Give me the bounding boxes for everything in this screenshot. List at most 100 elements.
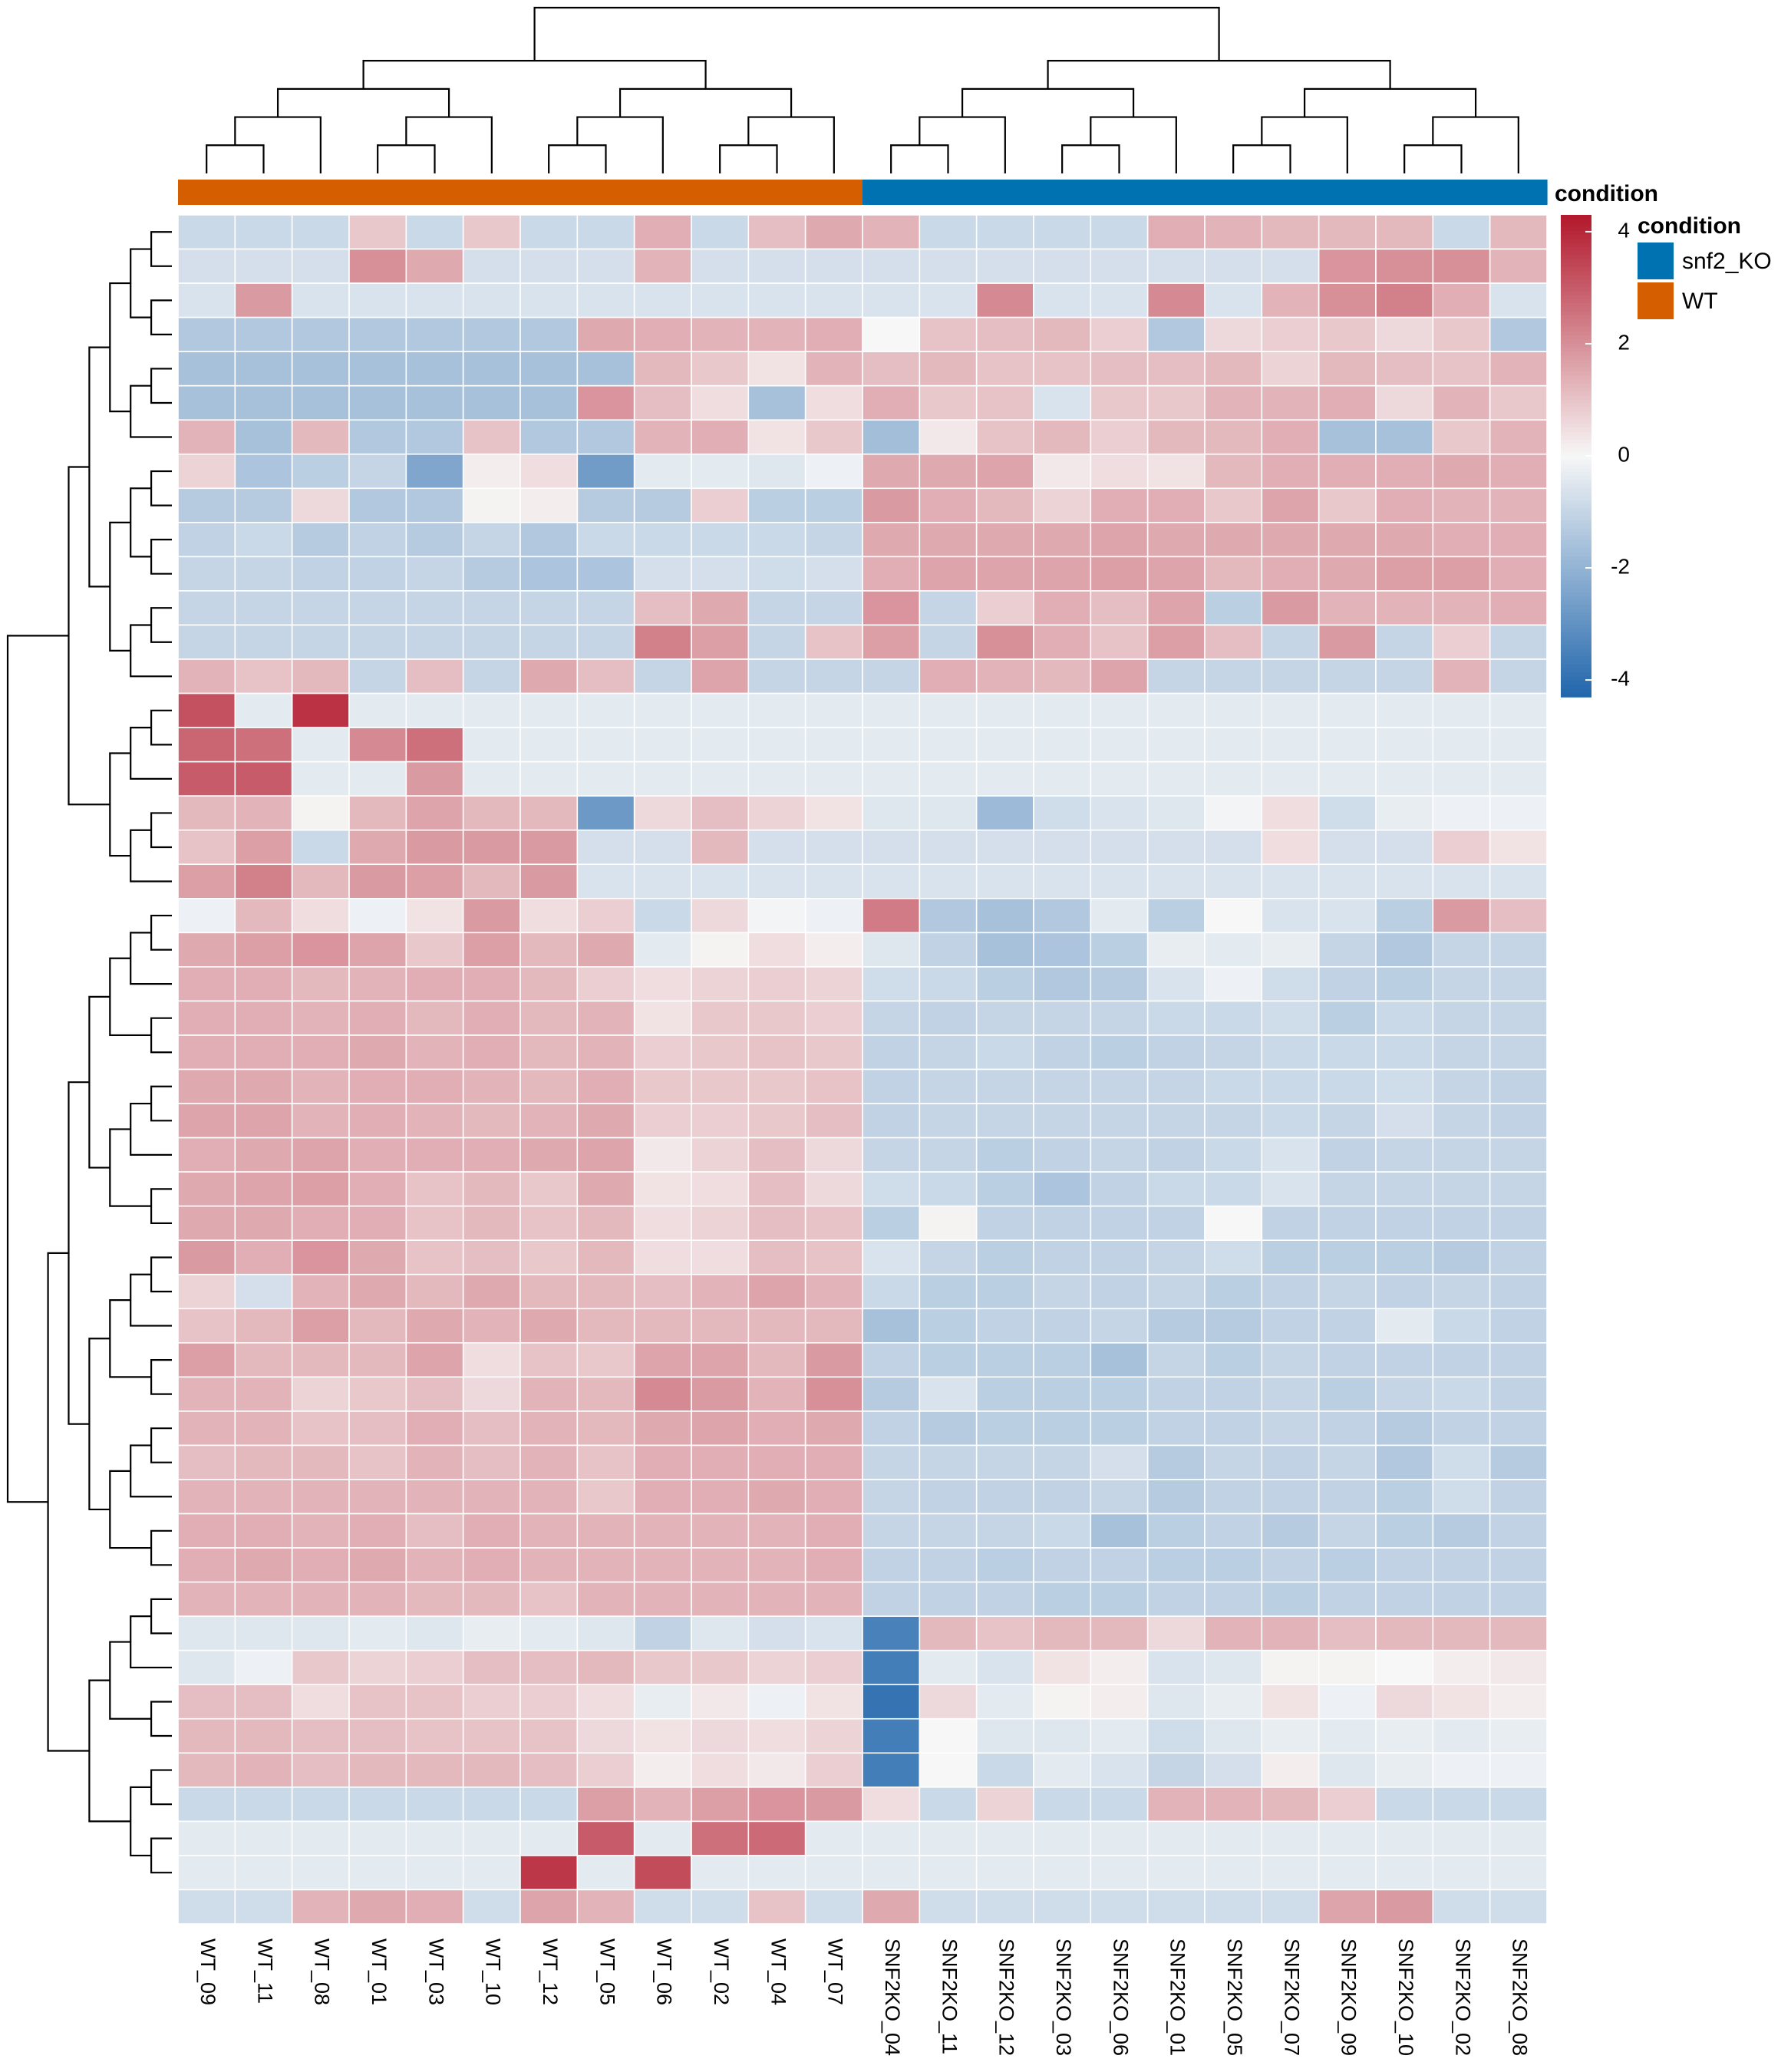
heatmap-cell: [747, 1889, 806, 1925]
heatmap-cell: [691, 590, 750, 626]
heatmap-cell: [177, 214, 236, 250]
heatmap-cell: [1090, 1581, 1149, 1617]
heatmap-cell: [1489, 282, 1548, 318]
colorbar-segment: [1561, 262, 1591, 268]
heatmap-cell: [804, 316, 863, 352]
heatmap-cell: [691, 898, 750, 934]
heatmap-cell: [405, 1068, 464, 1104]
heatmap-cell: [1033, 1376, 1092, 1412]
heatmap-cell: [405, 1239, 464, 1275]
heatmap-cell: [576, 1479, 635, 1515]
heatmap-cell: [1375, 1410, 1434, 1447]
heatmap-cell: [1261, 1273, 1320, 1310]
heatmap-cell: [519, 453, 579, 490]
heatmap-cell: [975, 1308, 1034, 1344]
colorbar-segment: [1561, 620, 1591, 625]
heatmap-cell: [462, 487, 521, 523]
heatmap-cell: [1375, 829, 1434, 866]
heatmap-cell: [177, 1410, 236, 1447]
heatmap-cell: [519, 282, 579, 318]
heatmap-cell: [1204, 1717, 1263, 1754]
heatmap-cell: [1090, 898, 1149, 934]
heatmap-cell: [405, 795, 464, 831]
heatmap-cell: [234, 1137, 293, 1173]
heatmap-cell: [633, 248, 692, 284]
heatmap-cell: [804, 1068, 863, 1104]
heatmap-cell: [177, 1581, 236, 1617]
heatmap-cell: [862, 316, 921, 352]
heatmap-cell: [747, 658, 806, 695]
heatmap-cell: [519, 419, 579, 455]
dendrogram-branch: [88, 995, 110, 1169]
heatmap-cell: [862, 282, 921, 318]
annotation-cell: [178, 180, 236, 205]
heatmap-cell: [1318, 1547, 1377, 1583]
heatmap-cell: [633, 1171, 692, 1207]
heatmap-cell: [1261, 1239, 1320, 1275]
heatmap-cell: [1375, 1684, 1434, 1720]
heatmap-cell: [691, 1649, 750, 1686]
heatmap-cell: [348, 590, 407, 626]
heatmap-cell: [1261, 1137, 1320, 1173]
heatmap-cell: [1318, 1239, 1377, 1275]
heatmap-cell: [1318, 727, 1377, 763]
heatmap-cell: [576, 282, 635, 318]
heatmap-cell: [348, 1000, 407, 1036]
heatmap-cell: [633, 1889, 692, 1925]
heatmap-cell: [747, 624, 806, 660]
heatmap-cell: [1432, 727, 1491, 763]
heatmap-cell: [1033, 590, 1092, 626]
heatmap-cell: [177, 282, 236, 318]
heatmap-cell: [1146, 214, 1206, 250]
heatmap-cell: [1261, 248, 1320, 284]
heatmap-cell: [291, 419, 350, 455]
heatmap-cell: [633, 1205, 692, 1242]
heatmap-cell: [177, 863, 236, 899]
heatmap-cell: [348, 1103, 407, 1139]
heatmap-cell: [975, 487, 1034, 523]
heatmap-cell: [1432, 1717, 1491, 1754]
heatmap-cell: [633, 1239, 692, 1275]
heatmap-cell: [1204, 248, 1263, 284]
dendrogram-branch: [130, 1786, 152, 1857]
heatmap-cell: [1204, 966, 1263, 1002]
heatmap-cell: [291, 1273, 350, 1310]
heatmap-cell: [348, 1615, 407, 1651]
heatmap-cell: [1204, 556, 1263, 592]
heatmap-cell: [1489, 1717, 1548, 1754]
heatmap-cell: [1146, 692, 1206, 728]
heatmap-cell: [1318, 282, 1377, 318]
column-label: SNF2KO_03: [1052, 1938, 1075, 2056]
colorbar-segment: [1561, 255, 1591, 260]
colorbar-segment: [1561, 371, 1591, 377]
heatmap-cell: [747, 829, 806, 866]
heatmap-cell: [1375, 1787, 1434, 1823]
heatmap-cell: [1489, 1308, 1548, 1344]
heatmap-cell: [348, 1889, 407, 1925]
heatmap-cell: [691, 1376, 750, 1412]
heatmap-cell: [1204, 1034, 1263, 1071]
heatmap-cell: [975, 932, 1034, 968]
heatmap-cell: [291, 1855, 350, 1891]
colorbar-segment: [1561, 692, 1591, 698]
heatmap-cell: [1318, 453, 1377, 490]
heatmap-cell: [1375, 1034, 1434, 1071]
dendrogram-branch: [618, 87, 793, 117]
heatmap-cell: [1146, 1034, 1206, 1071]
heatmap-cell: [633, 316, 692, 352]
colorbar-segment: [1561, 668, 1591, 674]
heatmap-cell: [348, 1342, 407, 1378]
heatmap-cell: [1090, 1342, 1149, 1378]
heatmap-cell: [862, 727, 921, 763]
heatmap-cell: [234, 453, 293, 490]
heatmap-cell: [633, 1444, 692, 1480]
heatmap-cell: [1432, 761, 1491, 797]
heatmap-cell: [1432, 1376, 1491, 1412]
heatmap-cell: [291, 1889, 350, 1925]
heatmap-cell: [975, 590, 1034, 626]
heatmap-cell: [1033, 1171, 1092, 1207]
heatmap-cell: [919, 1444, 978, 1480]
heatmap-cell: [1318, 1649, 1377, 1686]
colorbar-segment: [1561, 536, 1591, 541]
heatmap-cell: [291, 487, 350, 523]
